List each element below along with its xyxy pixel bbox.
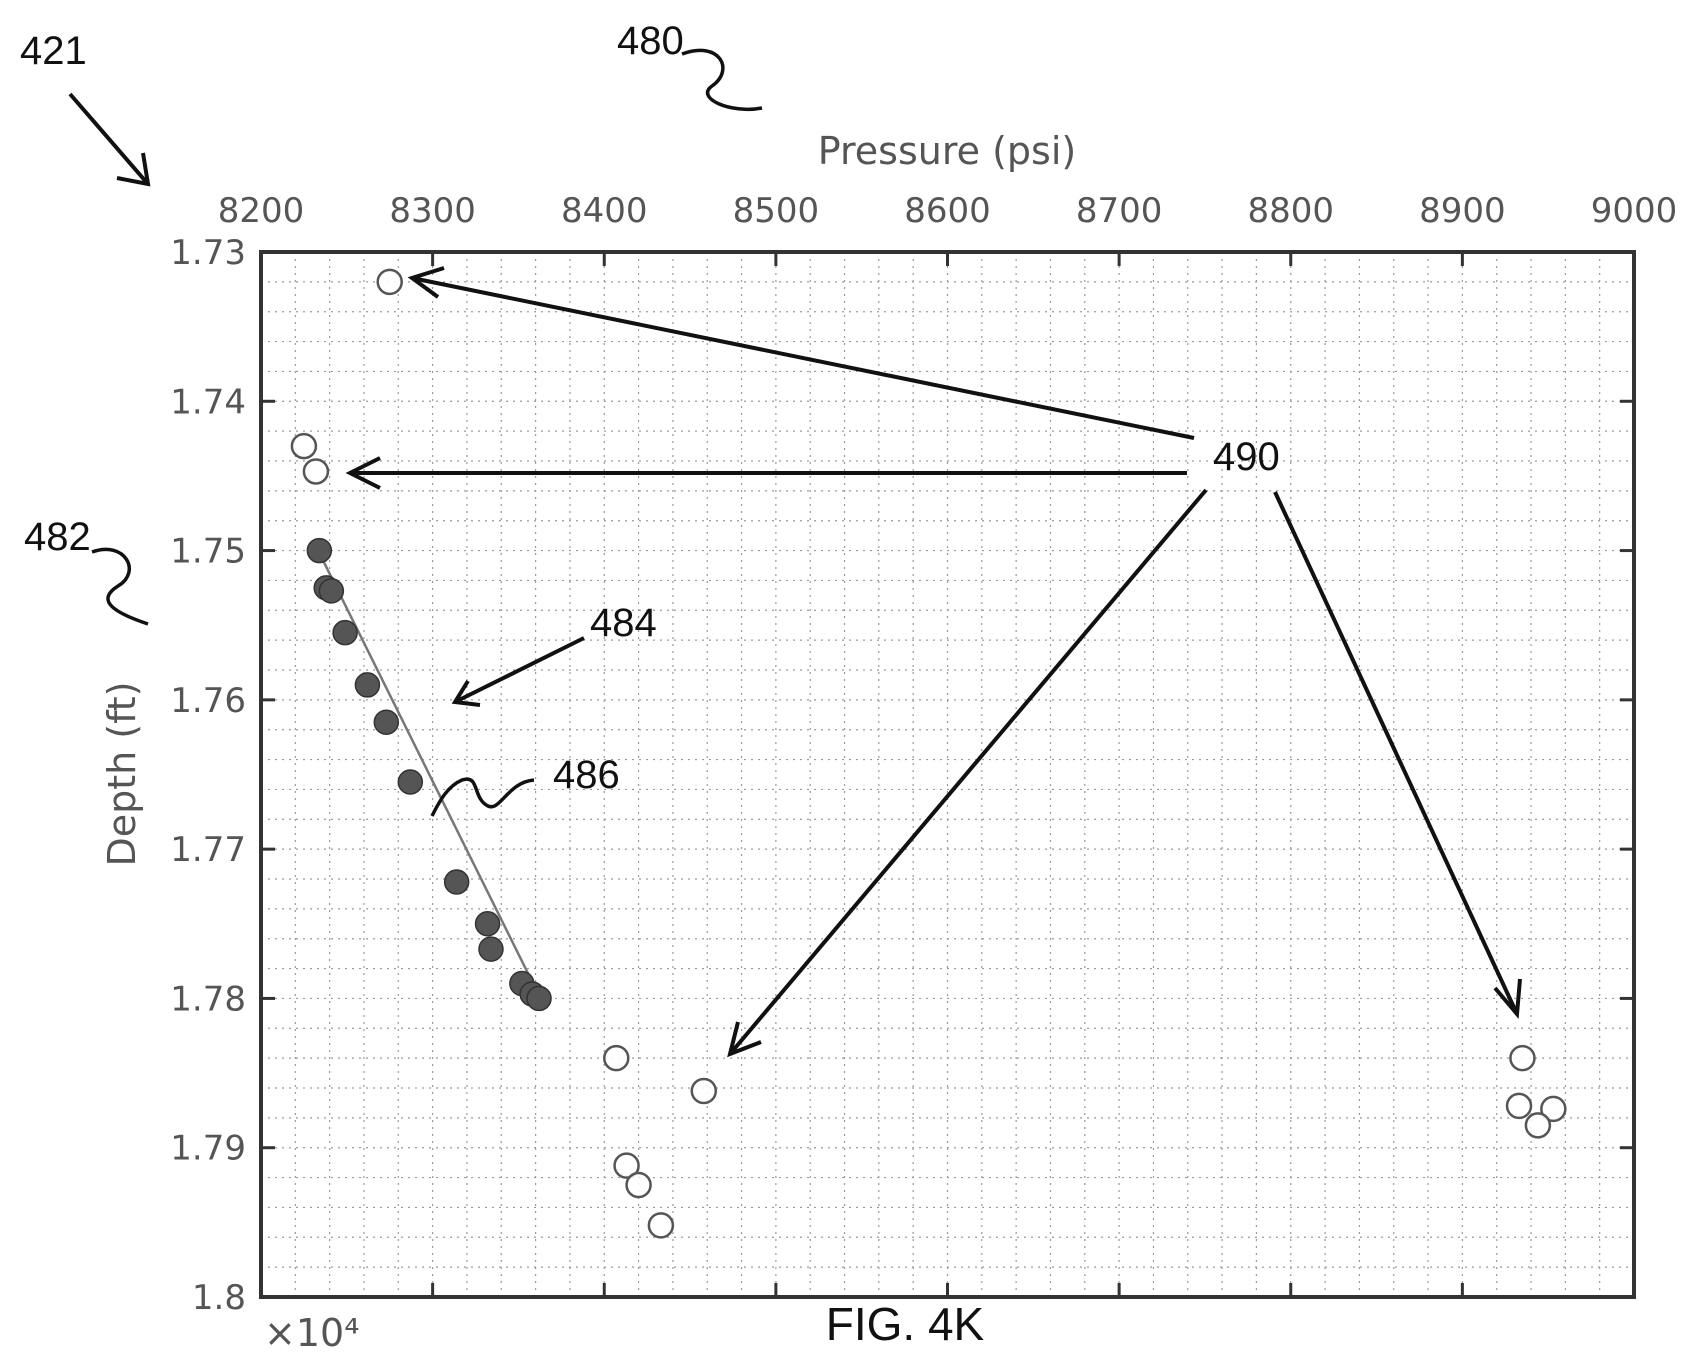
outlier-arrow-top (411, 276, 1195, 440)
figure-caption: FIG. 4K (826, 1298, 985, 1350)
points-ref-arrow (454, 636, 585, 704)
filled-data-point (443, 869, 470, 895)
y-tick-label: 1.77 (170, 830, 246, 870)
plot-frame (259, 250, 1636, 1299)
x-tick-labels: 8200 8300 8400 8500 8600 8700 8800 8900 9000 (218, 191, 1678, 231)
filled-data-point (397, 769, 424, 795)
filled-data-point (474, 911, 501, 937)
filled-data-point (306, 537, 333, 564)
filled-data-point (526, 985, 552, 1012)
filled-data-point (318, 578, 345, 604)
open-data-point (1524, 1112, 1552, 1139)
x-tick-label: 8500 (733, 191, 820, 231)
y-tick-labels: 1.73 1.74 1.75 1.76 1.77 1.78 1.79 1.8 (170, 233, 246, 1318)
x-tick-label: 9000 (1591, 191, 1678, 231)
line-ref-numeral: 486 (553, 753, 620, 797)
outlier-arrow-top-head (407, 266, 445, 299)
open-data-point (1509, 1044, 1536, 1072)
open-data-point (376, 268, 403, 296)
x-tick-label: 8700 (1076, 191, 1163, 231)
fit-line-layer (314, 545, 546, 1007)
open-data-point (613, 1152, 640, 1179)
y-tick-label: 1.76 (170, 681, 246, 721)
filled-data-point (478, 936, 504, 962)
outlier-arrow-lower-left-head (727, 1021, 762, 1058)
x-tick-label: 8600 (904, 191, 991, 231)
x-axis-label: Pressure (psi) (818, 129, 1076, 173)
y-ref-squiggle (91, 547, 149, 626)
outliers-ref-numeral: 490 (1213, 435, 1280, 479)
y-tick-label: 1.75 (170, 532, 246, 572)
fig-ref-arrow (68, 92, 150, 186)
open-data-point (302, 458, 330, 485)
outlier-arrow-lower-right-head (1493, 978, 1522, 1019)
fig-ref-arrowhead (116, 152, 151, 187)
x-tick-label: 8800 (1247, 191, 1334, 231)
grid-layer (261, 252, 1634, 1297)
filled-data-point (373, 709, 400, 735)
points-ref-arrowhead (451, 679, 481, 707)
fit-line (314, 545, 546, 1007)
y-tick-label: 1.74 (170, 382, 246, 422)
open-data-point (290, 432, 318, 460)
x-tick-label: 8900 (1419, 191, 1506, 231)
open-data-point (647, 1212, 675, 1239)
outlier-arrow-lower-right (1273, 491, 1519, 1015)
y-exponent-label: ×10⁴ (264, 1311, 359, 1355)
open-data-point (603, 1044, 630, 1072)
fig-ref-numeral: 421 (20, 29, 87, 73)
points-ref-numeral: 484 (590, 601, 657, 645)
open-data-point (625, 1171, 652, 1199)
y-tick-label: 1.78 (170, 979, 246, 1019)
points-layer (290, 268, 1567, 1239)
x-tick-label: 8200 (218, 191, 305, 231)
y-tick-label: 1.79 (170, 1129, 246, 1169)
y-tick-label: 1.8 (192, 1278, 246, 1318)
tick-marks (259, 250, 1636, 1299)
outlier-arrow-lower-left (728, 488, 1208, 1056)
open-data-point (690, 1077, 718, 1105)
y-tick-label: 1.73 (170, 233, 246, 273)
x-ref-numeral: 480 (617, 19, 684, 63)
x-tick-label: 8300 (389, 191, 476, 231)
outlier-arrow-upper-head (345, 456, 381, 490)
x-ref-squiggle (681, 48, 763, 111)
y-axis-label: Depth (ft) (100, 681, 144, 866)
filled-data-point (332, 619, 358, 646)
open-data-point (1540, 1095, 1567, 1123)
open-data-point (1505, 1092, 1533, 1120)
line-ref-squiggle (430, 777, 535, 817)
x-tick-label: 8400 (561, 191, 648, 231)
y-ref-numeral: 482 (24, 515, 91, 559)
filled-data-point (354, 672, 381, 698)
